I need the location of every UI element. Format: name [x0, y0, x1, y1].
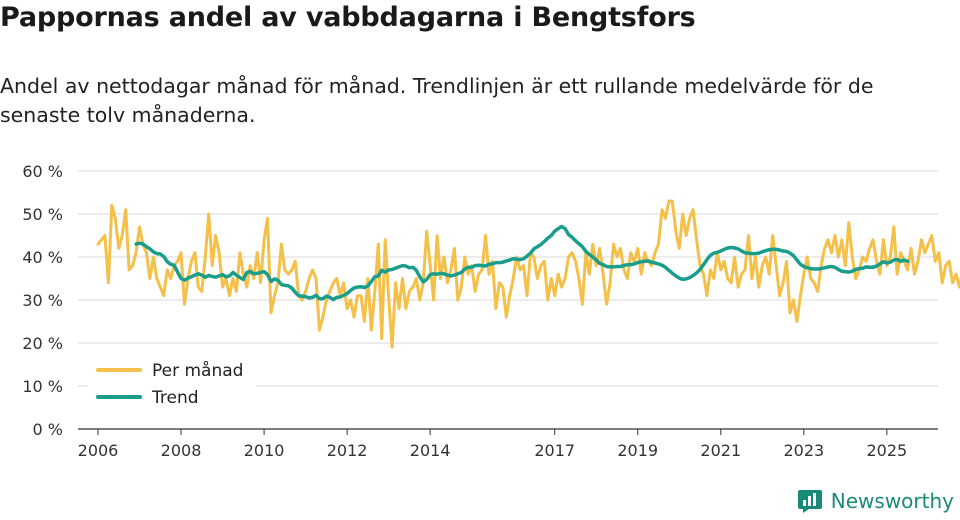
legend-label-per-manad: Per månad [152, 360, 243, 381]
y-axis-ticks: 0 % 10 % 20 % 30 % 40 % 50 % 60 % [22, 162, 63, 439]
chart-subtitle: Andel av nettodagar månad för månad. Tre… [0, 74, 874, 127]
x-tick-label: 2012 [327, 441, 368, 460]
x-tick-label: 2008 [161, 441, 202, 460]
x-tick-label: 2006 [78, 441, 119, 460]
x-tick-label: 2010 [244, 441, 285, 460]
y-tick-label: 10 % [22, 377, 63, 396]
y-tick-label: 20 % [22, 334, 63, 353]
x-tick-label: 2019 [617, 441, 658, 460]
y-tick-label: 40 % [22, 248, 63, 267]
chart-title: Pappornas andel av vabbdagarna i Bengtsf… [0, 2, 696, 33]
x-tick-label: 2014 [410, 441, 451, 460]
y-tick-label: 30 % [22, 291, 63, 310]
legend-background [88, 352, 256, 414]
chart-series [96, 199, 960, 349]
chart-legend: Per månad Trend [88, 352, 256, 414]
legend-label-trend: Trend [151, 388, 199, 408]
x-tick-label: 2021 [700, 441, 741, 460]
y-tick-label: 50 % [22, 205, 63, 224]
brand-name: Newsworthy [830, 489, 954, 513]
series-line-trend [134, 224, 910, 302]
newsworthy-logo-icon [797, 490, 822, 513]
y-tick-label: 0 % [33, 420, 63, 439]
x-axis-ticks: 2006 2008 2010 2012 2014 2017 2019 2021 2023 2025 [78, 429, 908, 460]
y-tick-label: 60 % [22, 162, 63, 181]
series-line-per-manad [96, 199, 960, 349]
x-tick-label: 2025 [867, 441, 908, 460]
brand-logo: Newsworthy [797, 488, 954, 514]
x-tick-label: 2023 [783, 441, 824, 460]
x-tick-label: 2017 [534, 441, 575, 460]
